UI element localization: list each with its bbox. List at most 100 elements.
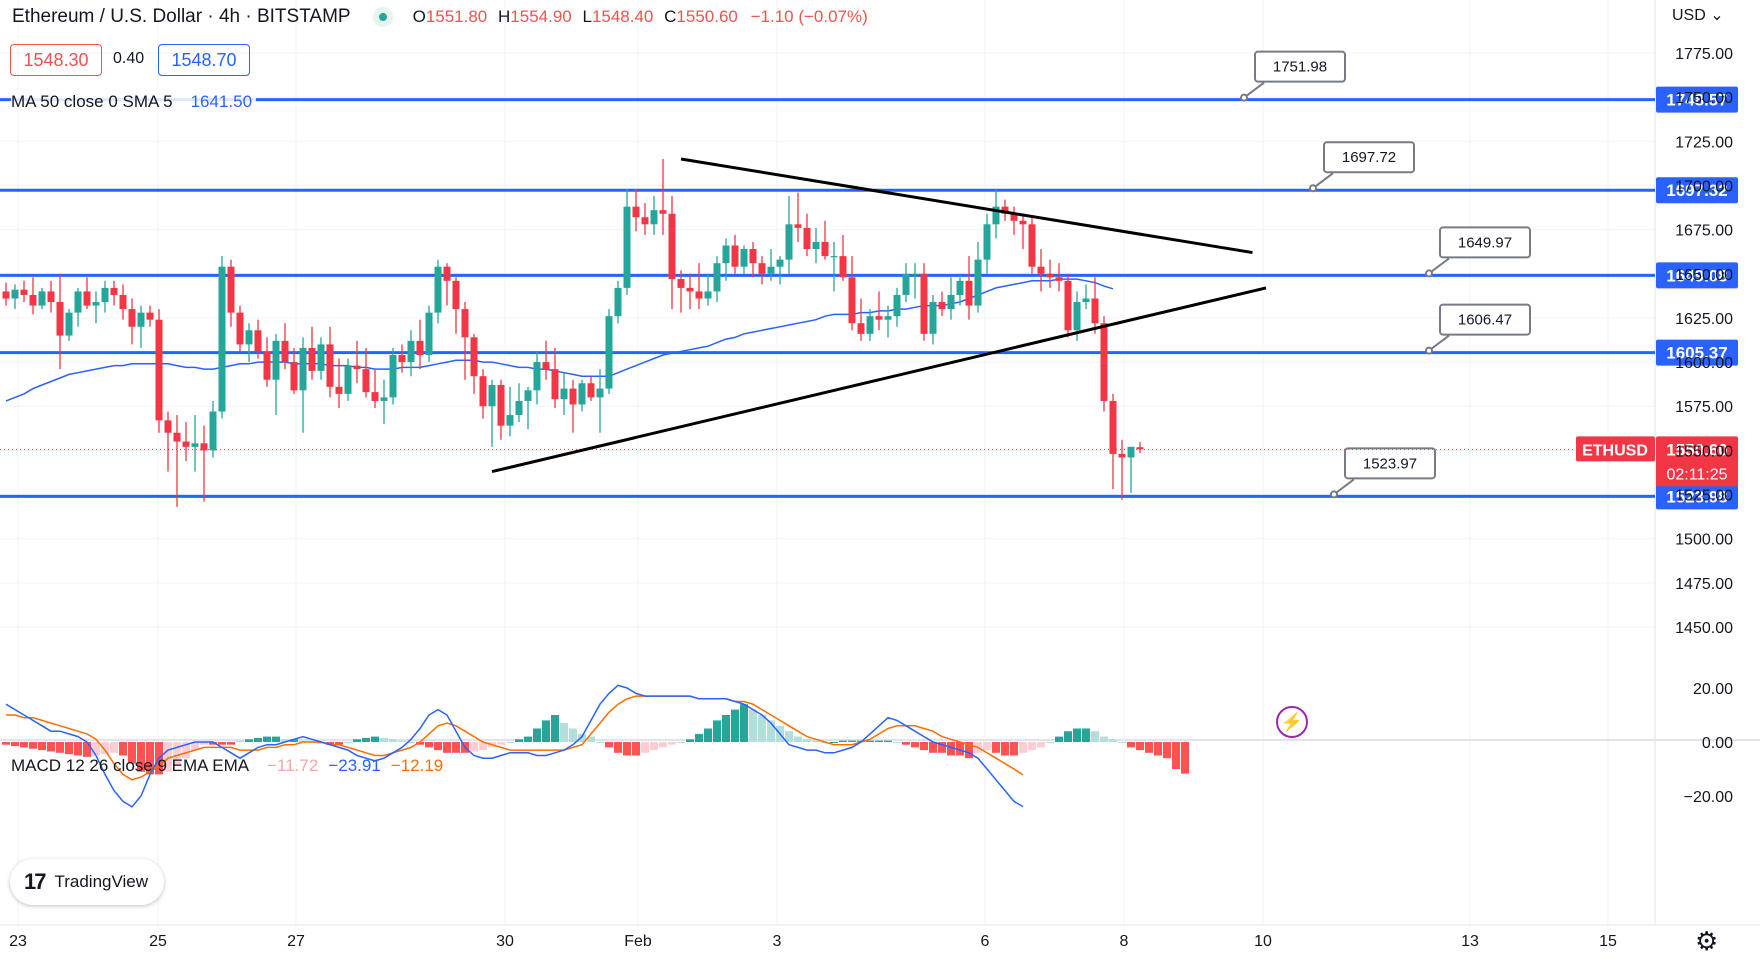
macd-hist-bar bbox=[335, 742, 343, 745]
macd-hist-bar bbox=[425, 742, 433, 748]
candle-body bbox=[1100, 323, 1108, 401]
current-price-tag bbox=[1656, 436, 1738, 487]
candle-body bbox=[74, 291, 82, 313]
candle-body bbox=[191, 443, 199, 447]
trendlines bbox=[491, 157, 1267, 474]
ma50-line bbox=[5, 278, 1114, 402]
candle-body bbox=[839, 256, 847, 278]
candle-body bbox=[344, 365, 352, 394]
x-tick-label: 8 bbox=[1120, 933, 1129, 950]
candle-body bbox=[866, 316, 874, 334]
macd-hist-bar bbox=[740, 704, 748, 742]
candle-body bbox=[1091, 298, 1099, 324]
callout-anchor bbox=[1240, 93, 1248, 102]
macd-hist-bar bbox=[209, 742, 217, 745]
macd-hist-bar bbox=[245, 739, 253, 742]
callout-label: 1751.98 bbox=[1273, 59, 1327, 76]
candle-body bbox=[407, 340, 415, 363]
flash-icon[interactable]: ⚡ bbox=[1276, 706, 1308, 738]
candle-body bbox=[245, 330, 253, 345]
candle-body bbox=[470, 337, 478, 377]
price-axis: 1775.00 1750.00 1725.00 1700.00 1675.00 1650.… bbox=[1675, 46, 1733, 806]
macd-hist-bar bbox=[65, 742, 73, 755]
candle-body bbox=[155, 319, 163, 421]
macd-hist-bar bbox=[2, 742, 10, 745]
candle-body bbox=[767, 266, 775, 274]
candle-body bbox=[722, 245, 730, 264]
callout-label: 1697.72 bbox=[1342, 149, 1396, 166]
candle-body bbox=[578, 383, 586, 405]
branding-label: TradingView bbox=[54, 872, 149, 891]
level-price-label: 1748.57 bbox=[1666, 91, 1727, 110]
tradingview-badge[interactable]: 17 TradingView bbox=[10, 859, 164, 905]
macd-hist-bar bbox=[1109, 739, 1117, 742]
macd-hist-bar bbox=[911, 742, 919, 748]
candle-body bbox=[182, 441, 190, 447]
macd-hist-bar bbox=[1118, 742, 1126, 743]
macd-legend[interactable]: MACD 12 26 close 9 EMA EMA −11.72 −23.91 −1… bbox=[11, 756, 443, 776]
macd-hist-bar bbox=[866, 740, 874, 742]
y-tick-label: 1575.00 bbox=[1675, 399, 1733, 416]
macd-hist-bar bbox=[416, 742, 424, 745]
candle-body bbox=[524, 390, 532, 401]
macd-hist-bar bbox=[1154, 742, 1162, 756]
ma-legend-value: 1641.50 bbox=[190, 92, 253, 111]
candle-body bbox=[236, 312, 244, 345]
macd-signal-line bbox=[6, 695, 1024, 781]
callout-box bbox=[1254, 50, 1346, 83]
macd-hist-bar bbox=[83, 742, 91, 757]
macd-hist-bar bbox=[1046, 742, 1054, 743]
macd-hist-bar bbox=[38, 742, 46, 751]
callout-label: 1649.97 bbox=[1458, 234, 1512, 251]
macd-hist-bar bbox=[569, 728, 577, 742]
macd-hist-bar bbox=[1001, 742, 1009, 756]
candle-body bbox=[506, 415, 514, 426]
macd-hist-bar bbox=[920, 742, 928, 751]
x-tick-label: 27 bbox=[287, 933, 305, 950]
candle-body bbox=[299, 347, 307, 391]
candle-body bbox=[218, 266, 226, 412]
candle-body bbox=[569, 388, 577, 405]
macd-hist-bar bbox=[290, 739, 298, 742]
gear-icon[interactable]: ⚙ bbox=[1695, 926, 1719, 956]
candle-body bbox=[164, 420, 172, 433]
grid bbox=[0, 0, 1760, 926]
candle-body bbox=[1028, 224, 1036, 267]
level-price-tag bbox=[1656, 339, 1738, 366]
macd-pane bbox=[2, 684, 1189, 808]
ma50-line-group bbox=[5, 278, 1114, 402]
macd-hist-bar bbox=[848, 740, 856, 742]
candle-body bbox=[812, 241, 820, 250]
x-tick-label: 3 bbox=[773, 933, 782, 950]
x-tick-label: 25 bbox=[149, 933, 167, 950]
macd-hist-bar bbox=[398, 740, 406, 742]
candle-body bbox=[623, 206, 631, 288]
buy-button[interactable]: 1548.70 bbox=[158, 44, 250, 76]
candle-body bbox=[56, 302, 64, 336]
symbol-title: Ethereum / U.S. Dollar · 4h · BITSTAMP bbox=[12, 6, 351, 27]
y-tick-label: 1750.00 bbox=[1675, 90, 1733, 107]
candle-body bbox=[749, 249, 757, 264]
macd-hist-bar bbox=[1028, 742, 1036, 751]
macd-hist-bar bbox=[263, 736, 271, 742]
candle-body bbox=[128, 309, 136, 327]
x-tick-label: Feb bbox=[624, 933, 652, 950]
sell-button[interactable]: 1548.30 bbox=[10, 44, 102, 76]
candle-body bbox=[1082, 298, 1090, 303]
candle-body bbox=[443, 266, 451, 281]
ma-legend[interactable]: MA 50 close 0 SMA 5 1641.50 bbox=[11, 92, 257, 112]
candle-body bbox=[479, 376, 487, 407]
macd-hist-bar bbox=[389, 739, 397, 742]
macd-hist-bar bbox=[326, 742, 334, 745]
callout-label: 1606.47 bbox=[1458, 312, 1512, 329]
candle-body bbox=[983, 224, 991, 260]
macd-hist-bar bbox=[983, 742, 991, 751]
currency-selector[interactable]: USD ⌄ bbox=[1672, 5, 1724, 25]
candle-body bbox=[794, 224, 802, 228]
countdown-label: 02:11:25 bbox=[1666, 466, 1727, 483]
macd-hist-bar bbox=[524, 736, 532, 742]
candle-body bbox=[992, 206, 1000, 225]
macd-hist-bar bbox=[380, 737, 388, 742]
macd-y-tick-label: 20.00 bbox=[1693, 681, 1733, 698]
